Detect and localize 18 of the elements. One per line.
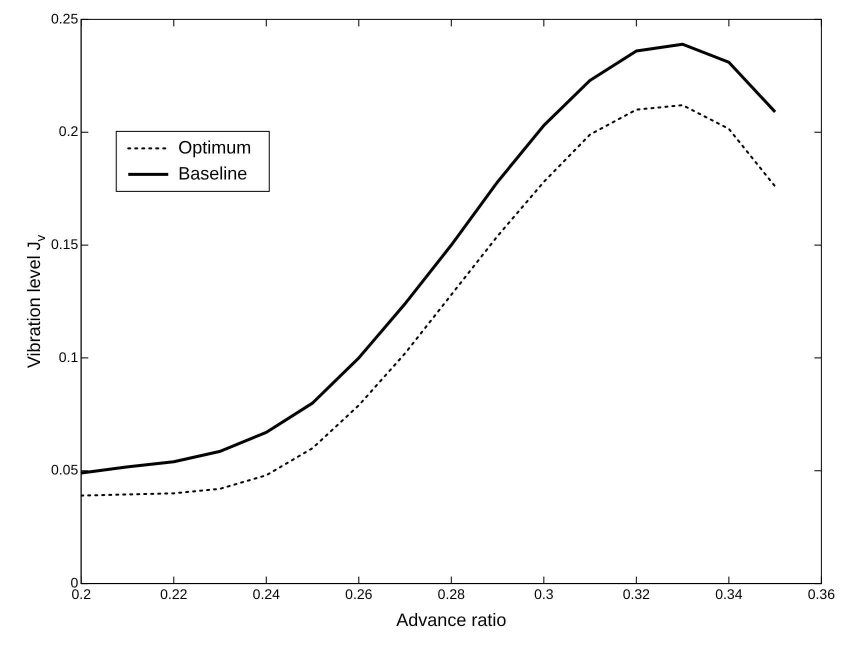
x-tick-label: 0.26 — [345, 586, 373, 602]
x-tick-label: 0.28 — [438, 586, 466, 602]
y-tick-label: 0.05 — [51, 462, 78, 478]
x-tick-label: 0.3 — [534, 586, 554, 602]
x-tick-label: 0.36 — [808, 586, 836, 602]
y-tick-label: 0 — [70, 574, 78, 590]
y-tick-label: 0.1 — [58, 348, 78, 365]
y-tick-label: 0.15 — [51, 236, 78, 252]
x-tick-label: 0.34 — [715, 586, 743, 602]
y-tick-label: 0.2 — [58, 123, 78, 140]
x-tick-label: 0.22 — [160, 586, 188, 602]
y-axis-title: Vibration level Jv — [24, 234, 48, 368]
y-tick-label: 0.25 — [51, 10, 78, 26]
x-axis-title: Advance ratio — [396, 610, 506, 630]
x-tick-label: 0.24 — [252, 586, 280, 602]
legend-label: Baseline — [178, 163, 248, 184]
legend-label: Optimum — [178, 137, 252, 158]
x-tick-label: 0.32 — [622, 586, 650, 602]
